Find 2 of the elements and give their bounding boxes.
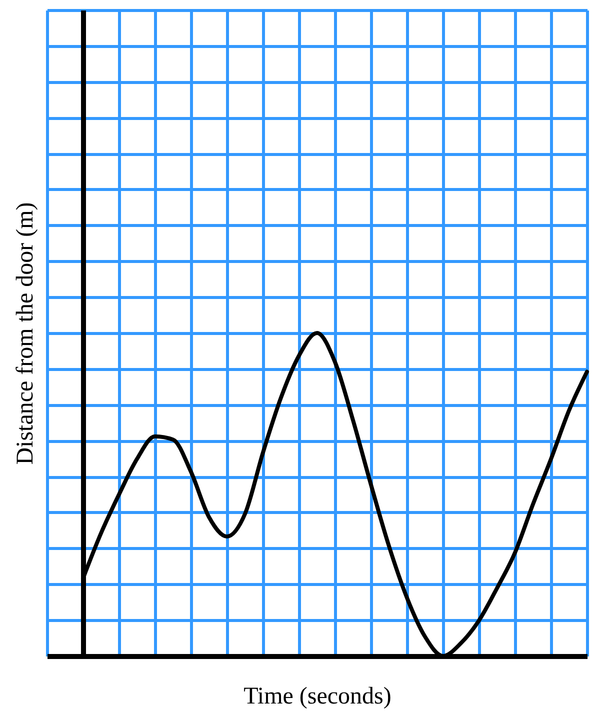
x-axis-title: Time (seconds) [244,684,392,710]
y-axis-title: Distance from the door (m) [12,202,38,465]
